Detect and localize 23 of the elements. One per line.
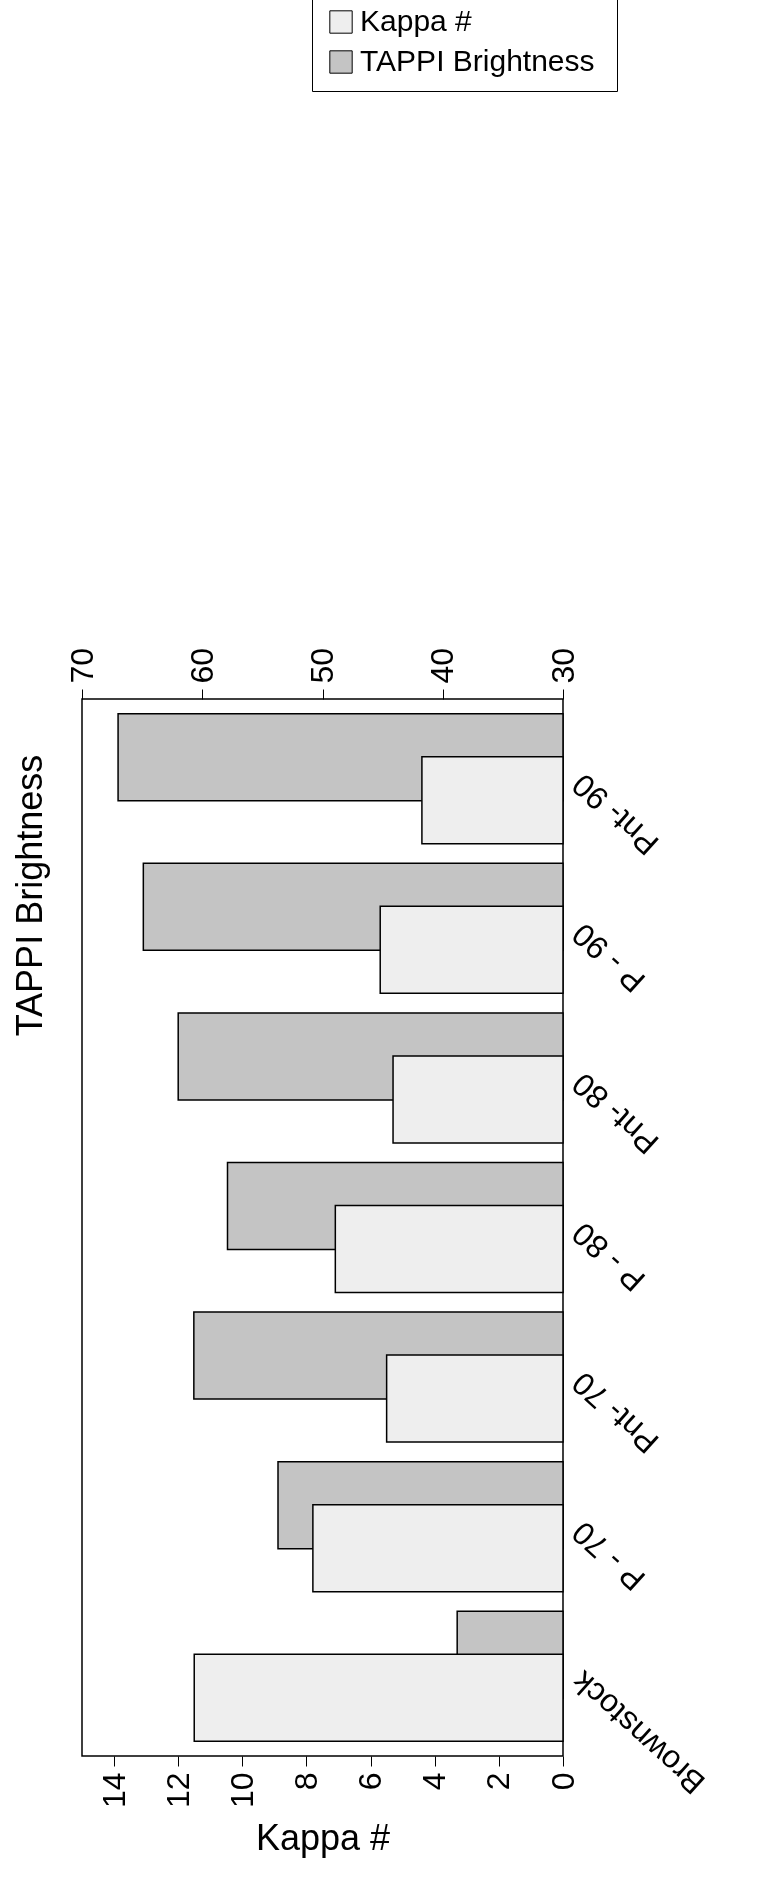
x-tick-label: 4 (416, 1772, 453, 1791)
x-tick-label: 12 (159, 1772, 196, 1809)
x-tick-label: 2 (480, 1772, 517, 1791)
x2-tick-label: 60 (183, 647, 220, 684)
x-tick-label: 10 (223, 1772, 260, 1809)
x2-axis-title: TAPPI Brightness (8, 754, 50, 1037)
x2-tick-label: 50 (304, 647, 340, 684)
x2-tick-label: 30 (544, 647, 581, 684)
y-tick-label: P - 80 (564, 1215, 652, 1299)
x-axis-title: Kappa # (255, 1816, 391, 1858)
y-tick-label: Pnt- 90 (564, 766, 666, 863)
x-tick-label: 0 (544, 1772, 581, 1791)
x2-tick-label: 70 (63, 647, 100, 684)
y-tick-label: Pnt- 70 (564, 1364, 666, 1461)
legend-label: TAPPI Brightness (360, 44, 595, 77)
legend-label: Kappa # (360, 4, 473, 37)
x-tick-label: 8 (287, 1772, 324, 1791)
y-tick-label: P - 70 (564, 1514, 652, 1598)
x-tick-label: 6 (352, 1772, 389, 1791)
x-tick-label: 14 (95, 1772, 132, 1809)
y-tick-label: Pnt- 80 (564, 1065, 666, 1162)
x2-tick-label: 40 (424, 647, 461, 684)
y-tick-label: P - 90 (564, 916, 652, 1000)
